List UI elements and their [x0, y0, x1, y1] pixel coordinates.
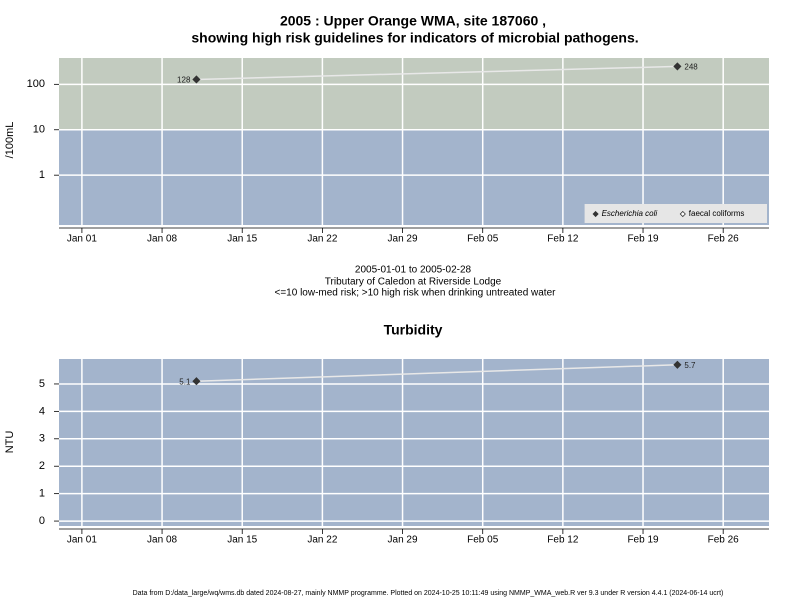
- legend-marker: [679, 210, 686, 218]
- y-tick-label: 4: [39, 405, 45, 417]
- value-label: 248: [684, 63, 698, 72]
- value-label: 5.1: [179, 377, 191, 386]
- x-tick-label: Jan 22: [307, 535, 337, 546]
- y-tick-label: 1: [39, 488, 45, 500]
- chart-title: Turbidity: [384, 322, 443, 338]
- x-tick-label: Feb 19: [627, 234, 659, 245]
- legend-label: Escherichia coli: [602, 209, 658, 218]
- x-tick-label: Jan 15: [227, 234, 257, 245]
- x-tick-label: Jan 08: [147, 535, 177, 546]
- data-point: [673, 62, 682, 71]
- y-tick-label: 100: [27, 78, 45, 90]
- x-tick-label: Feb 12: [547, 234, 579, 245]
- series-line: [196, 364, 678, 382]
- caption: Tributary of Caledon at Riverside Lodge: [325, 277, 502, 288]
- caption: 2005-01-01 to 2005-02-28: [355, 265, 472, 276]
- data-point: [192, 75, 201, 84]
- caption: <=10 low-med risk; >10 high risk when dr…: [275, 288, 557, 299]
- x-tick-label: Jan 08: [147, 234, 177, 245]
- series-line: [196, 65, 678, 81]
- legend-box: [584, 204, 767, 223]
- x-tick-label: Feb 05: [467, 234, 499, 245]
- x-tick-label: Jan 15: [227, 535, 257, 546]
- high-risk-band: [59, 58, 769, 130]
- y-tick-label: 5: [39, 378, 45, 390]
- x-tick-label: Jan 01: [67, 535, 97, 546]
- value-label: 128: [177, 76, 191, 85]
- y-tick-label: 2: [39, 460, 45, 472]
- x-tick-label: Jan 01: [67, 234, 97, 245]
- data-point: [673, 360, 682, 369]
- x-tick-label: Jan 22: [307, 234, 337, 245]
- data-point: [192, 377, 201, 386]
- chart-subtitle: showing high risk guidelines for indicat…: [191, 30, 638, 46]
- legend-marker: [592, 210, 599, 218]
- x-tick-label: Feb 26: [708, 234, 740, 245]
- x-tick-label: Feb 05: [467, 535, 499, 546]
- y-axis-label: /100mL: [4, 122, 16, 159]
- y-axis-label: NTU: [4, 431, 16, 454]
- y-tick-label: 0: [39, 515, 45, 527]
- plot-background: [59, 359, 769, 526]
- x-tick-label: Jan 29: [388, 234, 418, 245]
- chart-title: 2005 : Upper Orange WMA, site 187060 ,: [280, 13, 546, 29]
- x-tick-label: Feb 19: [627, 535, 659, 546]
- footer: Data from D:/data_large/wq/wms.db dated …: [133, 590, 724, 597]
- x-tick-label: Feb 26: [708, 535, 740, 546]
- y-tick-label: 3: [39, 433, 45, 445]
- legend-label: faecal coliforms: [689, 209, 745, 218]
- value-label: 5.7: [684, 361, 696, 370]
- y-tick-label: 10: [33, 124, 45, 136]
- y-tick-label: 1: [39, 169, 45, 181]
- x-tick-label: Feb 12: [547, 535, 579, 546]
- x-tick-label: Jan 29: [388, 535, 418, 546]
